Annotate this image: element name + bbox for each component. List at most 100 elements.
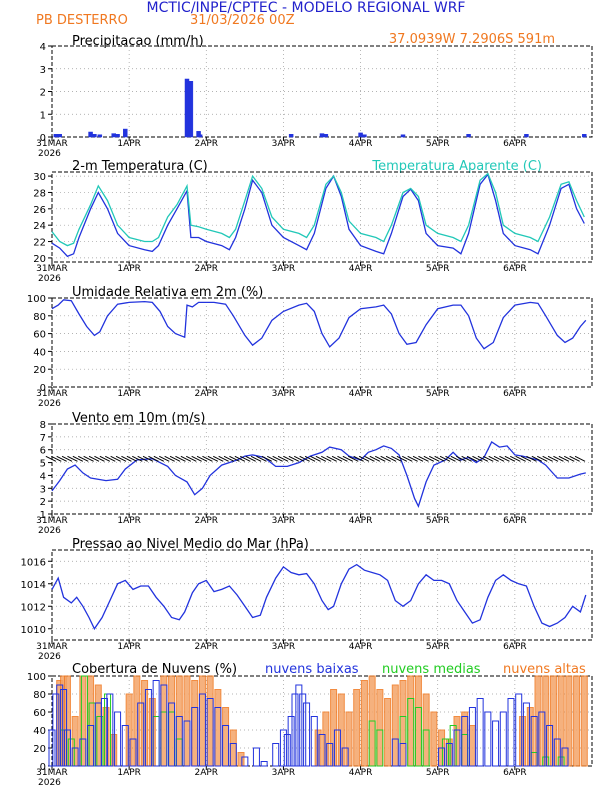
temp-year-label: 2026 — [38, 274, 61, 284]
wind-arrow — [531, 455, 543, 462]
rh-xtick-label: 6APR — [503, 389, 527, 399]
wind-arrow — [510, 455, 521, 462]
rh-title: Umidade Relativa em 2m (%) — [72, 285, 263, 300]
pressure-panel: Pressao ao Nivel Medio do Mar (hPa) — [72, 537, 309, 552]
clouds-xtick-label: 5APR — [426, 768, 450, 778]
wind-xtick-label: 4APR — [349, 516, 373, 526]
clouds-bar — [175, 675, 183, 767]
clouds-bar — [287, 716, 295, 767]
precip-bar — [400, 134, 406, 138]
temp-xtick-label: 2APR — [194, 264, 218, 274]
clouds-bar — [237, 752, 245, 767]
clouds-bar — [492, 720, 500, 767]
clouds-ytick-label: 20 — [33, 744, 46, 755]
temp-ytick-label: 30 — [33, 172, 46, 183]
wind-arrow — [315, 455, 327, 462]
clouds-bar — [191, 707, 199, 767]
wind-arrow — [67, 455, 78, 462]
pressure-ytick-label: 1016 — [21, 557, 46, 568]
wind-xtick-label: 31MAR — [36, 516, 68, 526]
wind-arrow — [477, 455, 489, 462]
precip-bar — [323, 134, 329, 138]
wind-arrow — [191, 455, 202, 462]
wind-xtick-label: 2APR — [194, 516, 218, 526]
wind-arrow — [369, 455, 381, 462]
wind-arrow — [488, 455, 499, 462]
rh-ytick-label: 0 — [40, 383, 46, 394]
wind-ytick-label: 7 — [40, 433, 46, 444]
pressure-ytick-label: 1014 — [21, 580, 46, 591]
wind-arrow — [569, 455, 580, 462]
temp-ytick-label: 26 — [33, 205, 46, 216]
clouds-bar — [252, 747, 260, 767]
clouds-bar — [414, 675, 422, 767]
temp-title: 2-m Temperatura (C) — [72, 159, 208, 174]
wind-arrow — [196, 455, 208, 462]
wind-arrow — [245, 455, 256, 462]
pressure-xtick-label: 2APR — [194, 642, 218, 652]
clouds-bar — [522, 702, 530, 767]
clouds-bar — [407, 698, 415, 767]
clouds-bar — [515, 693, 523, 767]
clouds-bar — [133, 675, 141, 767]
clouds-bar — [114, 711, 122, 767]
clouds-bar — [303, 702, 311, 767]
clouds-bar — [71, 716, 79, 767]
wind-arrow — [115, 455, 127, 462]
wind-ytick-label: 5 — [40, 459, 46, 470]
clouds-ytick-label: 0 — [40, 762, 46, 773]
clouds-bar — [438, 747, 446, 767]
pressure-xtick-label: 4APR — [349, 642, 373, 652]
clouds-ytick-label: 100 — [27, 672, 46, 683]
rh-xtick-label: 2APR — [194, 389, 218, 399]
wind-arrow — [137, 455, 148, 462]
temp-frame — [51, 171, 593, 263]
wind-arrow — [159, 455, 170, 462]
wind-ytick-label: 2 — [40, 497, 46, 508]
precip-bar — [97, 134, 103, 138]
clouds-bar — [175, 716, 183, 767]
clouds-bar — [79, 738, 87, 767]
main-title: MCTIC/INPE/CPTEC - MODELO REGIONAL WRF — [147, 0, 466, 16]
wind-arrow — [294, 455, 305, 462]
clouds-bar — [52, 693, 60, 767]
rh-xtick-label: 31MAR — [36, 389, 68, 399]
clouds-bar — [100, 698, 108, 767]
wind-arrow — [288, 455, 300, 462]
wind-arrow — [78, 455, 89, 462]
clouds-bar — [222, 725, 230, 767]
precip-bar — [111, 133, 116, 138]
wind-arrow — [186, 455, 197, 462]
clouds-xtick-label: 1APR — [117, 768, 141, 778]
clouds-bar — [345, 711, 353, 767]
wind-arrow — [402, 455, 413, 462]
wind-arrow — [169, 455, 181, 462]
clouds-bar — [79, 675, 87, 767]
clouds-bar — [542, 756, 550, 767]
wind-arrow — [277, 455, 289, 462]
clouds-bar — [48, 729, 56, 767]
rh-ytick-label: 20 — [33, 365, 46, 376]
wind-arrow — [304, 455, 316, 462]
clouds-bar — [391, 738, 399, 767]
clouds-bar — [94, 684, 102, 767]
clouds-bar — [484, 711, 492, 767]
temp-xtick-label: 6APR — [503, 264, 527, 274]
rh-xtick-label: 5APR — [426, 389, 450, 399]
wind-arrow — [132, 455, 143, 462]
precip-title: Precipitacao (mm/h) — [72, 34, 204, 49]
clouds-bar — [129, 738, 137, 767]
clouds-bar — [376, 729, 384, 767]
clouds-bar — [565, 675, 573, 767]
wind-ytick-label: 8 — [40, 420, 46, 431]
clouds-bar — [499, 711, 507, 767]
wind-arrow — [105, 455, 116, 462]
temp-xtick-label: 1APR — [117, 264, 141, 274]
pressure-ytick-label: 1010 — [21, 625, 46, 636]
precip-xtick-label: 5APR — [426, 139, 450, 149]
clouds-bar — [229, 729, 237, 767]
clouds-bar — [430, 711, 438, 767]
clouds-bar — [326, 743, 334, 767]
precip-ytick-label: 1 — [40, 110, 46, 121]
wind-arrow — [493, 455, 505, 462]
